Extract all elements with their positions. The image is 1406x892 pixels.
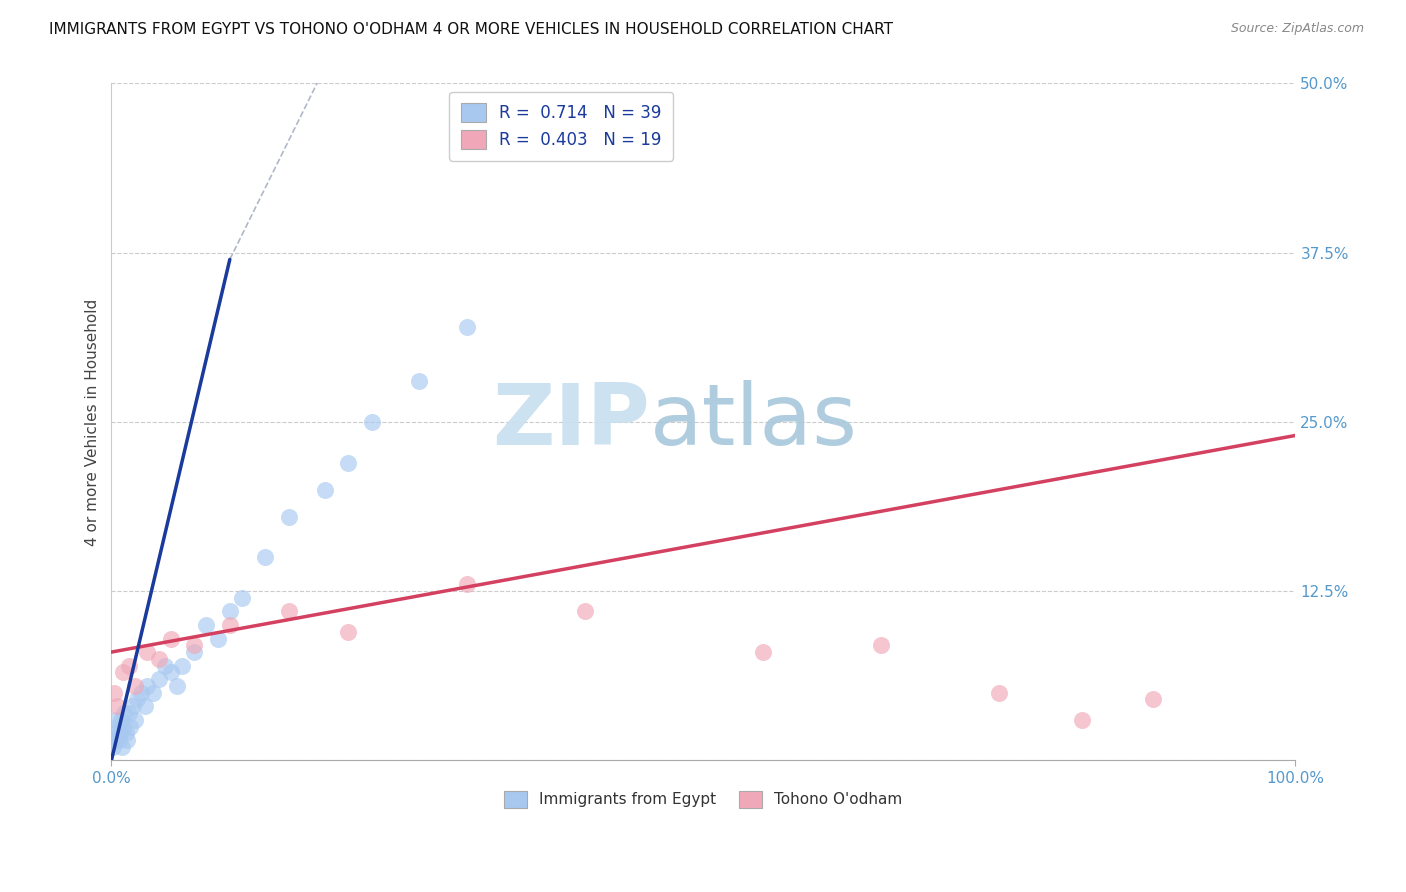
Point <box>104 733 127 747</box>
Point <box>153 658 176 673</box>
Point <box>111 739 134 754</box>
Point <box>751 645 773 659</box>
Point <box>121 699 143 714</box>
Point <box>112 720 135 734</box>
Point <box>103 726 125 740</box>
Point <box>337 624 360 639</box>
Point <box>134 699 156 714</box>
Legend: Immigrants from Egypt, Tohono O'odham: Immigrants from Egypt, Tohono O'odham <box>498 785 908 814</box>
Point <box>183 638 205 652</box>
Point <box>120 720 142 734</box>
Point <box>278 604 301 618</box>
Point <box>127 692 149 706</box>
Point <box>148 652 170 666</box>
Point <box>870 638 893 652</box>
Point <box>136 679 159 693</box>
Point <box>142 686 165 700</box>
Point <box>103 686 125 700</box>
Point <box>110 713 132 727</box>
Point <box>112 665 135 680</box>
Point <box>218 618 240 632</box>
Point <box>148 672 170 686</box>
Point <box>136 645 159 659</box>
Y-axis label: 4 or more Vehicles in Household: 4 or more Vehicles in Household <box>86 298 100 546</box>
Point <box>115 733 138 747</box>
Point <box>456 577 478 591</box>
Point <box>1071 713 1094 727</box>
Point <box>231 591 253 605</box>
Point <box>118 706 141 720</box>
Point <box>988 686 1011 700</box>
Point <box>1142 692 1164 706</box>
Point <box>159 632 181 646</box>
Point <box>172 658 194 673</box>
Point <box>114 726 136 740</box>
Point <box>195 618 218 632</box>
Point <box>129 686 152 700</box>
Point <box>101 739 124 754</box>
Point <box>456 320 478 334</box>
Point <box>361 415 384 429</box>
Point <box>254 550 277 565</box>
Point <box>314 483 336 497</box>
Point <box>107 733 129 747</box>
Point <box>124 679 146 693</box>
Point <box>108 726 131 740</box>
Point <box>118 658 141 673</box>
Point <box>207 632 229 646</box>
Point <box>278 509 301 524</box>
Point <box>124 713 146 727</box>
Point <box>218 604 240 618</box>
Text: atlas: atlas <box>650 380 858 464</box>
Point <box>337 456 360 470</box>
Text: IMMIGRANTS FROM EGYPT VS TOHONO O'ODHAM 4 OR MORE VEHICLES IN HOUSEHOLD CORRELAT: IMMIGRANTS FROM EGYPT VS TOHONO O'ODHAM … <box>49 22 893 37</box>
Text: ZIP: ZIP <box>492 380 650 464</box>
Text: Source: ZipAtlas.com: Source: ZipAtlas.com <box>1230 22 1364 36</box>
Point <box>408 374 430 388</box>
Point <box>105 699 128 714</box>
Point <box>159 665 181 680</box>
Point <box>183 645 205 659</box>
Point <box>574 604 596 618</box>
Point <box>105 720 128 734</box>
Point <box>166 679 188 693</box>
Point <box>105 713 128 727</box>
Point <box>114 706 136 720</box>
